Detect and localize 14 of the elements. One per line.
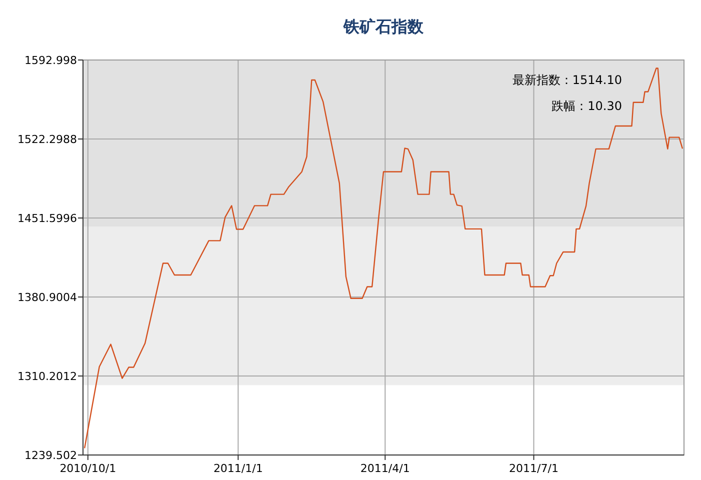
- y-tick-label: 1592.998: [24, 54, 77, 67]
- y-tick-label: 1380.9004: [18, 290, 77, 304]
- x-tick-label: 2011/7/1: [509, 462, 558, 475]
- y-tick-label: 1522.2988: [18, 132, 77, 146]
- y-tick-label: 1451.5996: [18, 212, 77, 225]
- chart-title: 铁矿石指数: [342, 17, 424, 36]
- annotation: 最新指数：1514.10: [512, 73, 622, 87]
- x-tick-label: 2010/10/1: [60, 462, 116, 475]
- line-series: [84, 68, 683, 448]
- x-tick-label: 2011/4/1: [360, 462, 410, 475]
- annotation: 跌幅：10.30: [552, 99, 622, 113]
- y-tick-label: 1239.502: [24, 448, 77, 462]
- y-tick-label: 1310.2012: [18, 370, 77, 383]
- x-tick-label: 2011/1/1: [213, 462, 263, 475]
